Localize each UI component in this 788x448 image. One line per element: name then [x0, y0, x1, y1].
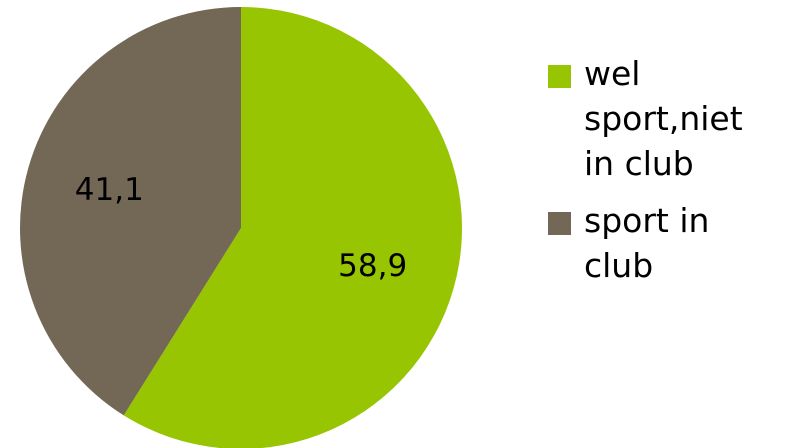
legend-swatch-brown — [548, 211, 571, 235]
legend: wel sport,niet in club sport in club — [548, 52, 778, 300]
pie-slice-1 — [19, 7, 241, 416]
pie-slices — [19, 7, 462, 448]
legend-item-wel-sport-niet-in-club: wel sport,niet in club — [548, 52, 778, 187]
data-labels: 58,9 41,1 — [75, 172, 407, 284]
legend-item-sport-in-club: sport in club — [548, 199, 778, 289]
legend-label: wel sport,niet in club — [584, 54, 743, 183]
legend-label: sport in club — [584, 200, 710, 285]
pie-slice-0 — [123, 7, 462, 448]
data-label-0: 58,9 — [338, 248, 407, 284]
legend-swatch-green — [548, 65, 571, 88]
data-label-1: 41,1 — [75, 172, 144, 208]
